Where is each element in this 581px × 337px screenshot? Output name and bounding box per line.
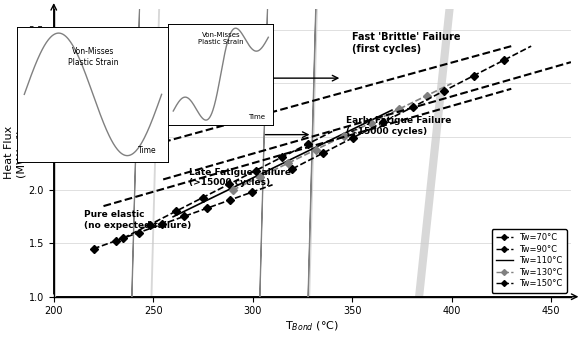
Text: Von-Misses
Plastic Strain: Von-Misses Plastic Strain [68,47,118,67]
Y-axis label: Heat Flux
(MW/m²): Heat Flux (MW/m²) [4,126,26,179]
Ellipse shape [295,0,581,337]
Ellipse shape [80,0,227,337]
X-axis label: T$_{Bond}$ (°C): T$_{Bond}$ (°C) [285,319,339,333]
Text: Von-Misses
Plastic Strain: Von-Misses Plastic Strain [198,32,243,45]
Text: Late Fatigue Failure
(>15000 cycles): Late Fatigue Failure (>15000 cycles) [189,167,291,187]
Text: Fast 'Brittle' Failure
(first cycles): Fast 'Brittle' Failure (first cycles) [352,32,461,54]
Ellipse shape [256,0,269,337]
Ellipse shape [306,0,319,337]
Text: Time: Time [138,146,156,155]
Text: Early Fatigue Failure
(<15000 cycles): Early Fatigue Failure (<15000 cycles) [346,116,451,136]
Text: Time: Time [248,114,265,120]
Ellipse shape [127,0,140,337]
Text: Pure elastic
(no expected failure): Pure elastic (no expected failure) [84,210,191,229]
Legend: Tw=70°C, Tw=90°C, Tw=110°C, Tw=130°C, Tw=150°C: Tw=70°C, Tw=90°C, Tw=110°C, Tw=130°C, Tw… [492,229,567,293]
Ellipse shape [231,0,394,337]
